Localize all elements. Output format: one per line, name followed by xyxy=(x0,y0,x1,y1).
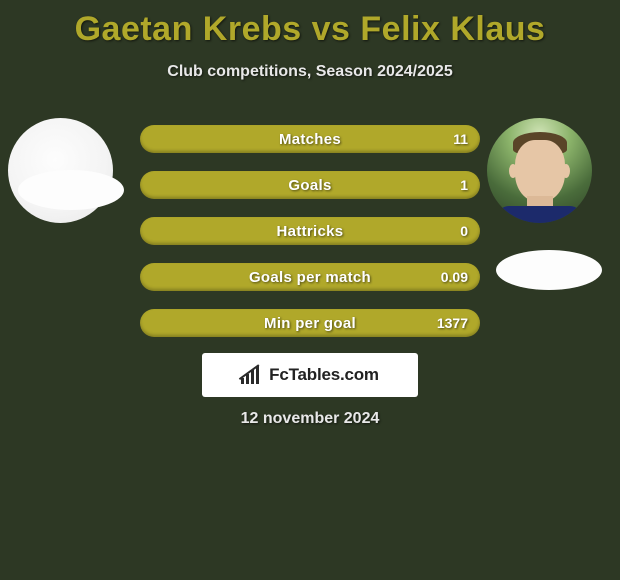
stat-value-right: 0.09 xyxy=(441,269,468,285)
brand-chart-icon xyxy=(241,366,263,384)
stat-label: Goals xyxy=(288,177,331,194)
stats-container: Matches 11 Goals 1 Hattricks 0 Goals per… xyxy=(140,125,480,355)
player-right-placeholder xyxy=(496,250,602,290)
brand-badge[interactable]: FcTables.com xyxy=(202,353,418,397)
stat-label: Goals per match xyxy=(249,269,371,286)
stat-row-min-per-goal: Min per goal 1377 xyxy=(140,309,480,337)
stat-row-goals-per-match: Goals per match 0.09 xyxy=(140,263,480,291)
page-title: Gaetan Krebs vs Felix Klaus xyxy=(0,0,620,49)
player-left-placeholder-1 xyxy=(18,170,124,210)
date-label: 12 november 2024 xyxy=(0,410,620,428)
stat-label: Hattricks xyxy=(277,223,344,240)
stat-label: Matches xyxy=(279,131,341,148)
stat-value-right: 11 xyxy=(453,131,468,147)
stat-row-hattricks: Hattricks 0 xyxy=(140,217,480,245)
subtitle: Club competitions, Season 2024/2025 xyxy=(0,63,620,81)
player-right-avatar xyxy=(487,118,592,223)
stat-label: Min per goal xyxy=(264,315,356,332)
stat-value-right: 0 xyxy=(460,223,468,239)
stat-row-goals: Goals 1 xyxy=(140,171,480,199)
stat-value-right: 1 xyxy=(460,177,468,193)
stat-value-right: 1377 xyxy=(437,315,468,331)
stat-row-matches: Matches 11 xyxy=(140,125,480,153)
brand-text: FcTables.com xyxy=(269,365,379,385)
